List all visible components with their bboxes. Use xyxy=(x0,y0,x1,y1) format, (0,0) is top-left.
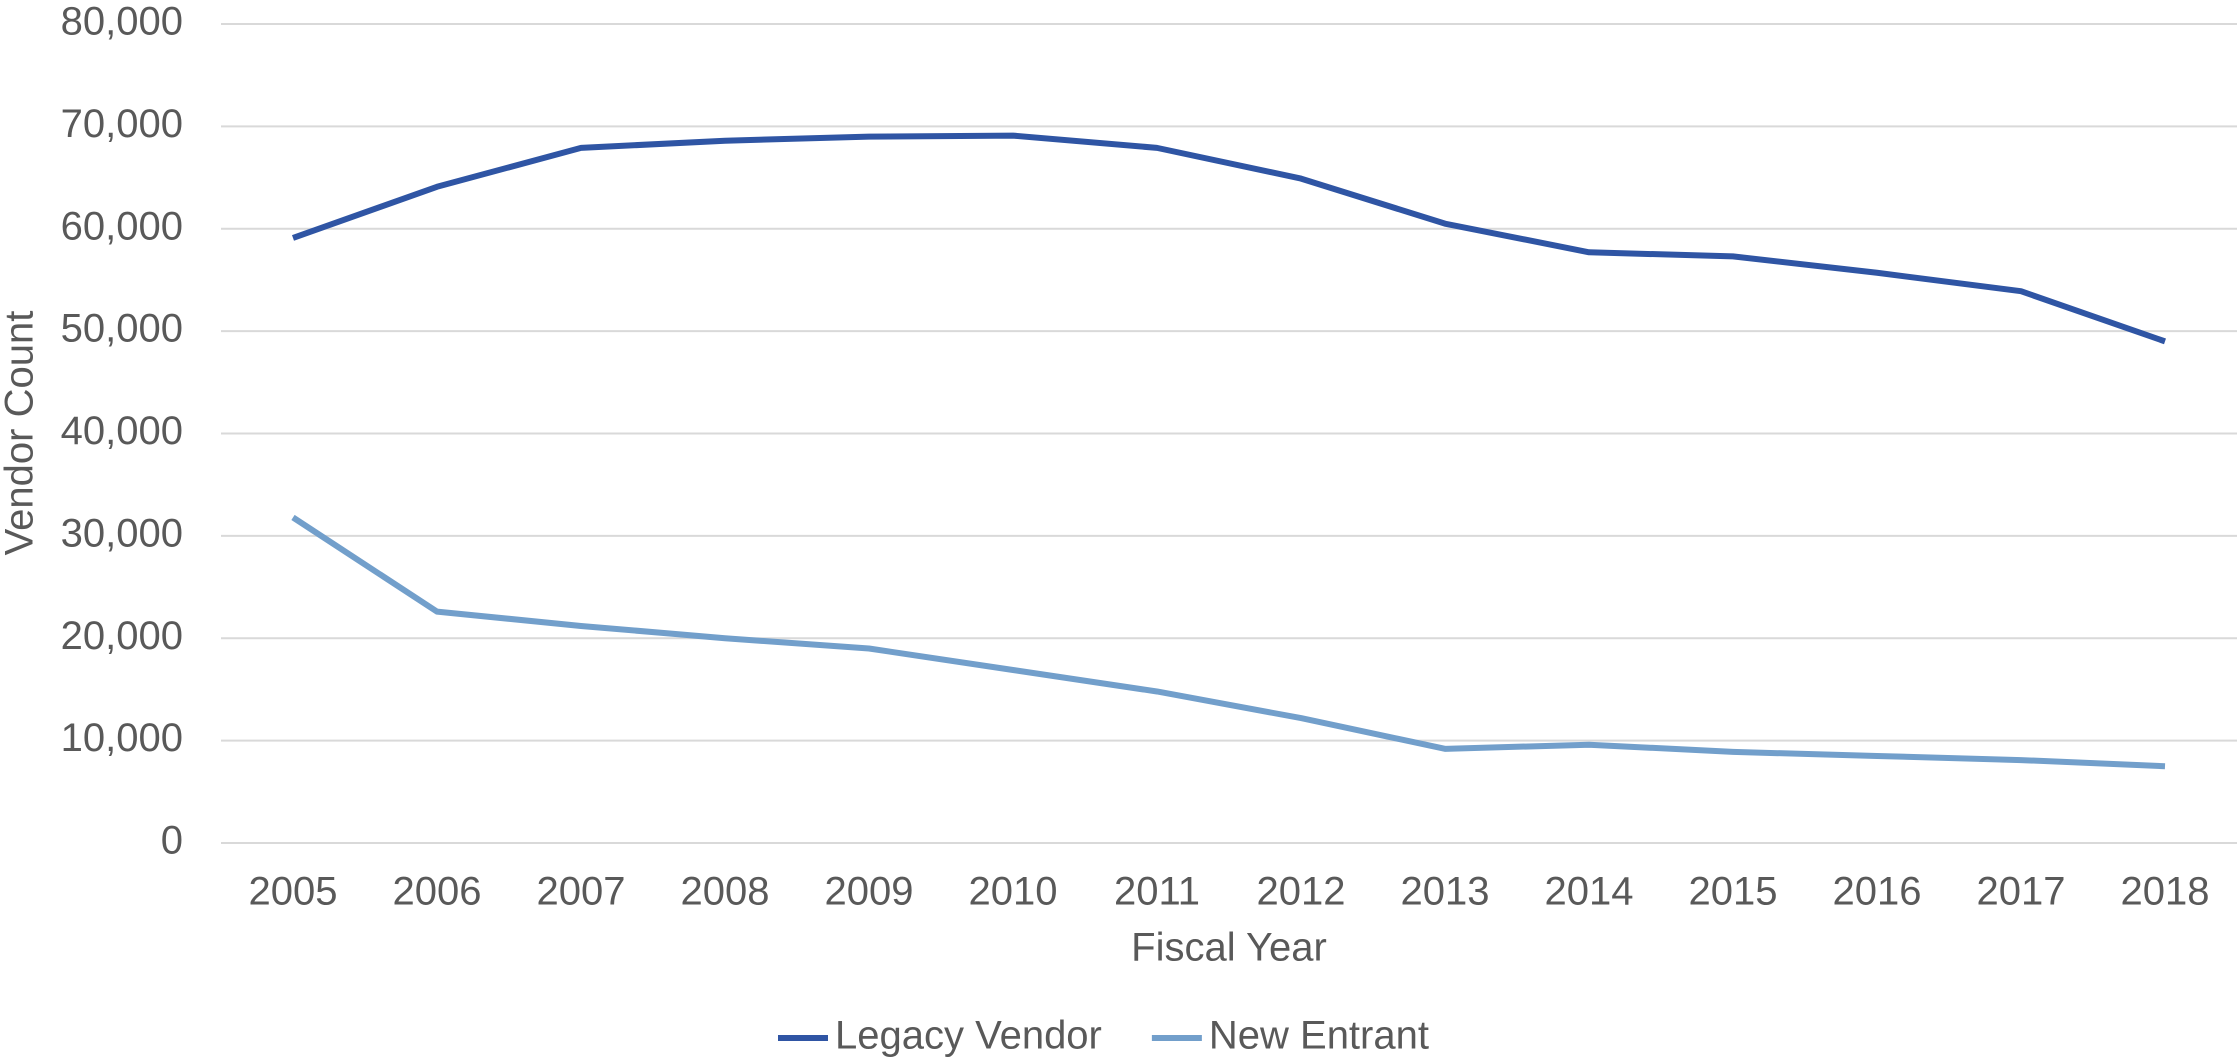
x-axis-title: Fiscal Year xyxy=(1131,926,1327,970)
x-tick-label: 2012 xyxy=(1257,870,1346,914)
x-tick-label: 2016 xyxy=(1833,870,1922,914)
y-tick-label: 0 xyxy=(161,819,183,863)
x-tick-label: 2007 xyxy=(537,870,626,914)
x-tick-label: 2017 xyxy=(1977,870,2066,914)
y-tick-label: 60,000 xyxy=(61,204,183,248)
x-tick-label: 2014 xyxy=(1545,870,1634,914)
legend-label: Legacy Vendor xyxy=(835,1014,1102,1058)
y-tick-label: 40,000 xyxy=(61,409,183,453)
series-line xyxy=(291,514,2166,770)
x-tick-label: 2018 xyxy=(2121,870,2210,914)
x-tick-label: 2009 xyxy=(825,870,914,914)
y-axis-title: Vendor Count xyxy=(0,311,42,556)
legend-label: New Entrant xyxy=(1209,1014,1429,1058)
x-tick-label: 2008 xyxy=(681,870,770,914)
y-tick-label: 50,000 xyxy=(61,307,183,351)
x-tick-label: 2010 xyxy=(969,870,1058,914)
y-tick-label: 20,000 xyxy=(61,614,183,658)
x-tick-label: 2015 xyxy=(1689,870,1778,914)
x-tick-label: 2011 xyxy=(1114,870,1200,914)
y-tick-label: 80,000 xyxy=(61,0,183,44)
x-tick-label: 2005 xyxy=(249,870,338,914)
y-tick-label: 70,000 xyxy=(61,102,183,146)
y-tick-label: 30,000 xyxy=(61,511,183,555)
series-line xyxy=(291,132,2166,345)
x-tick-label: 2013 xyxy=(1401,870,1490,914)
y-tick-label: 10,000 xyxy=(61,716,183,760)
x-tick-label: 2006 xyxy=(393,870,482,914)
